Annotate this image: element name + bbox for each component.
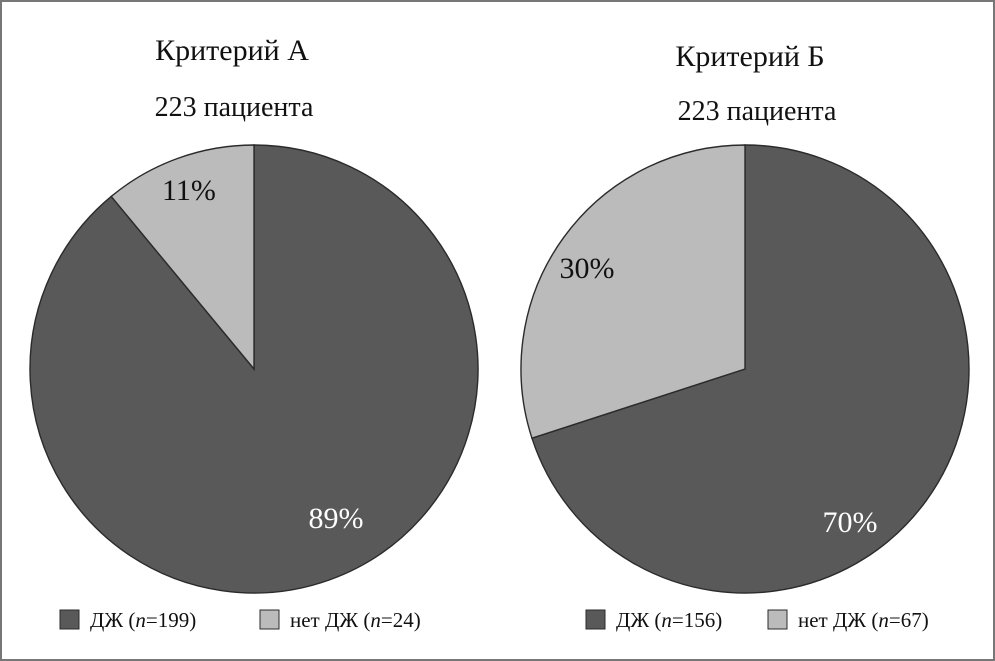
chart-b-legend-no-dj: нет ДЖ (n=67) [798,608,929,632]
chart-a-label-no-dj: 11% [162,174,216,207]
chart-b-label-no-dj: 30% [560,252,615,285]
chart-b-subtitle: 223 пациента [678,96,837,127]
chart-b-legend-swatch-no-dj [767,609,788,630]
chart-a-legend-dj: ДЖ (n=199) [90,608,196,632]
chart-b-legend-swatch-dj [585,609,606,630]
chart-a-subtitle: 223 пациента [155,92,314,123]
chart-a-legend-swatch-no-dj [259,609,280,630]
chart-b-slice-dj [531,144,970,594]
pie-chart-a: Критерий А 223 пациента 89% 11% ДЖ (n=19… [29,34,479,632]
chart-a-title: Критерий А [155,34,309,67]
chart-b-slice-no-dj [520,144,746,440]
chart-a-legend-no-dj: нет ДЖ (n=24) [290,608,421,632]
chart-a-legend: ДЖ (n=199) нет ДЖ (n=24) [59,608,421,632]
chart-a-slice-no-dj [110,144,255,371]
chart-b-legend: ДЖ (n=156) нет ДЖ (n=67) [585,608,929,632]
chart-b-legend-dj: ДЖ (n=156) [616,608,722,632]
chart-a-legend-swatch-dj [59,609,80,630]
chart-a-label-dj: 89% [309,502,364,535]
chart-b-label-dj: 70% [823,506,878,539]
chart-b-title: Критерий Б [675,40,824,73]
pie-chart-b: Критерий Б 223 пациента 70% 30% ДЖ (n=15… [520,40,970,632]
